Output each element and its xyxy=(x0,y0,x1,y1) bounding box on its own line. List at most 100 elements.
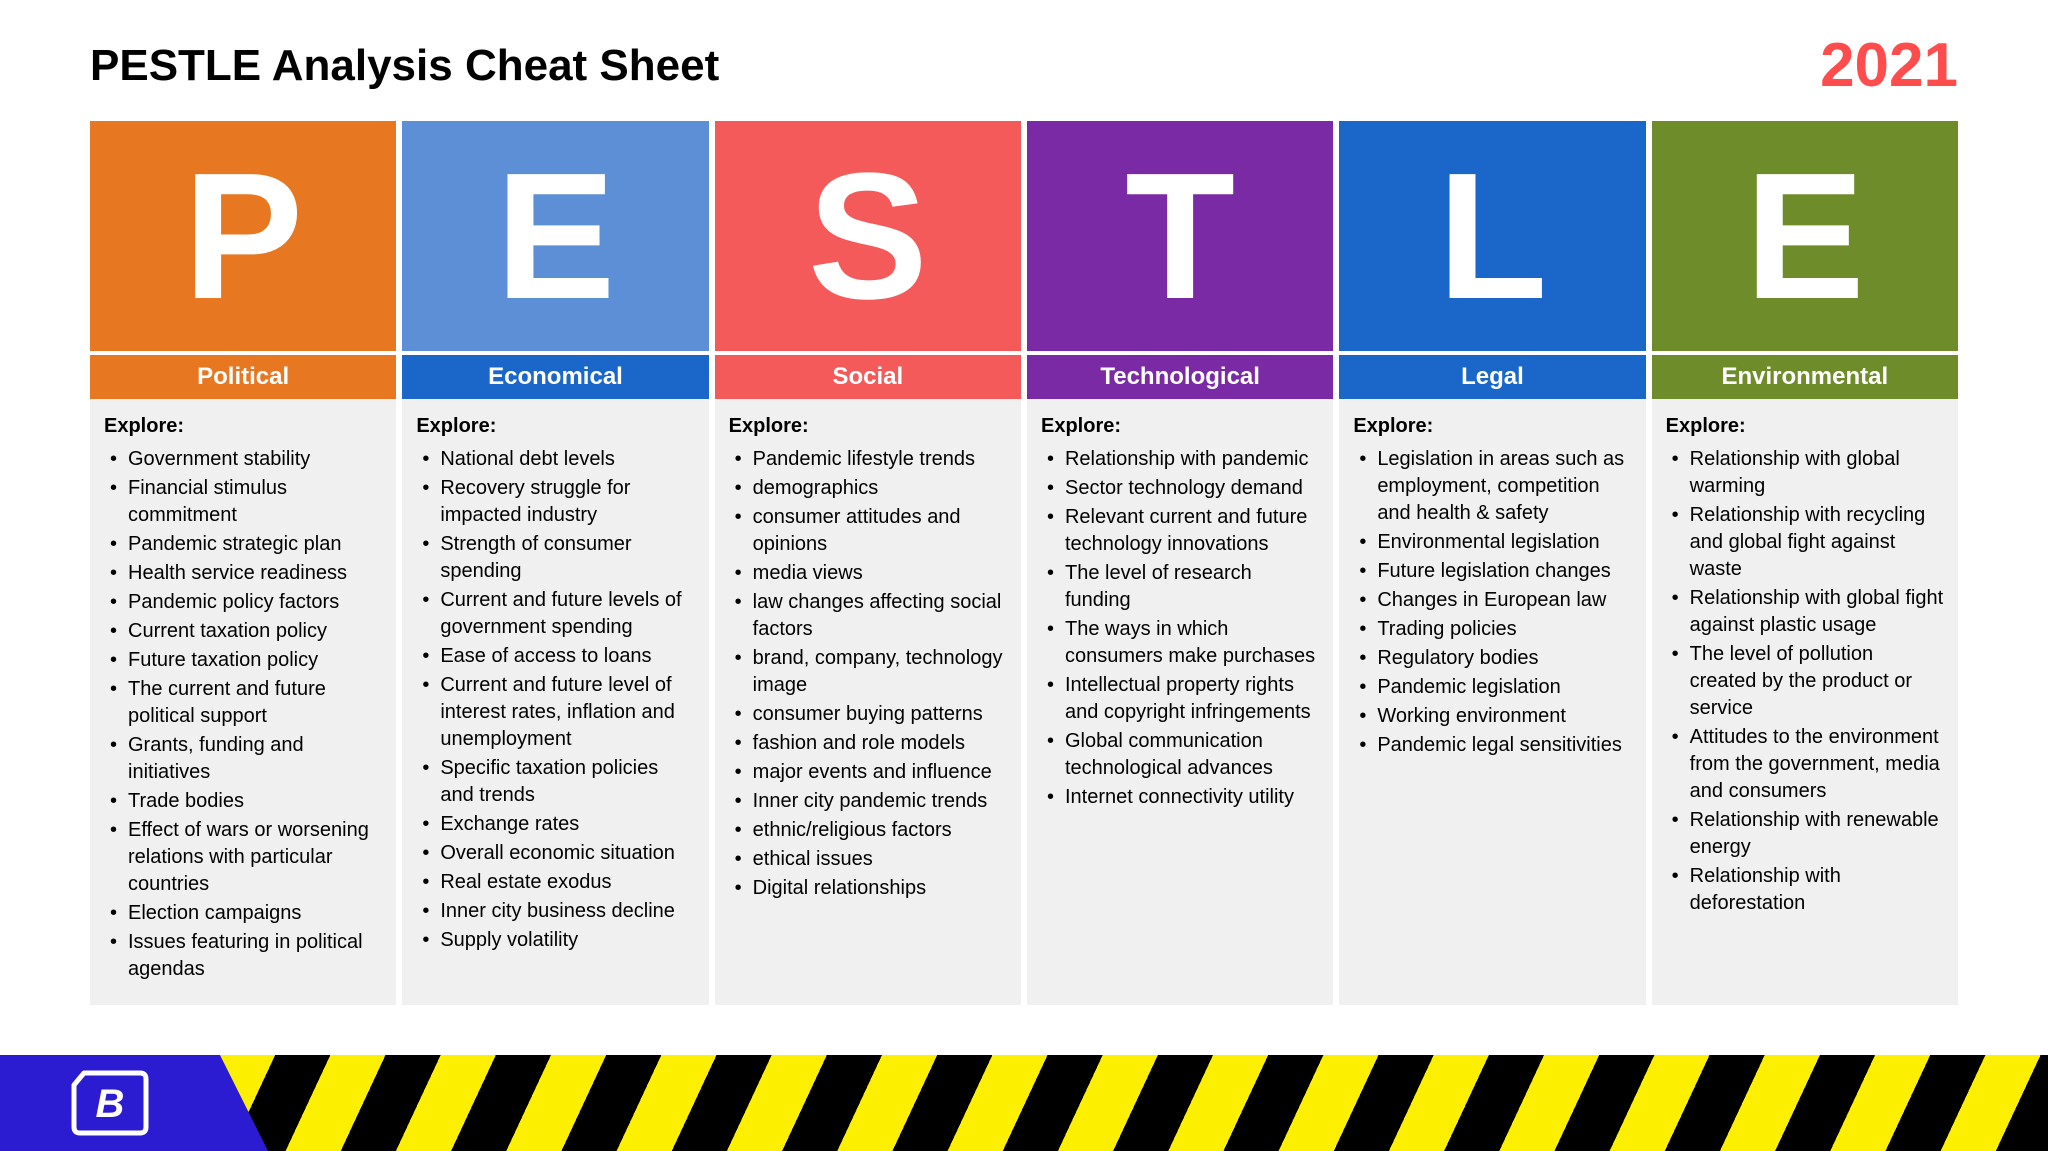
list-item: The level of pollution created by the pr… xyxy=(1666,641,1944,722)
list-item: brand, company, technology image xyxy=(729,645,1007,699)
category-content: Explore: Pandemic lifestyle trendsdemogra… xyxy=(715,399,1021,1005)
hazard-stripe xyxy=(220,1055,2048,1151)
pestle-column-social: SSocialExplore:Pandemic lifestyle trends… xyxy=(715,121,1021,1005)
list-item: Grants, funding and initiatives xyxy=(104,732,382,786)
list-item: law changes affecting social factors xyxy=(729,589,1007,643)
explore-heading: Explore: xyxy=(1666,413,1944,440)
list-item: Attitudes to the environment from the go… xyxy=(1666,724,1944,805)
list-item: Regulatory bodies xyxy=(1353,645,1631,672)
list-item: Ease of access to loans xyxy=(416,643,694,670)
list-item: Relationship with deforestation xyxy=(1666,863,1944,917)
pestle-column-environmental: EEnvironmental Explore: Relationship with … xyxy=(1652,121,1958,1005)
category-label: Technological xyxy=(1027,355,1333,399)
list-item: Current taxation policy xyxy=(104,618,382,645)
list-item: Working environment xyxy=(1353,703,1631,730)
list-item: Health service readiness xyxy=(104,560,382,587)
list-item: Future legislation changes xyxy=(1353,558,1631,585)
category-label: Economical xyxy=(402,355,708,399)
category-label: Environmental xyxy=(1652,355,1958,399)
svg-text:B: B xyxy=(96,1082,125,1126)
list-item: Environmental legislation xyxy=(1353,529,1631,556)
list-item: The ways in which consumers make purchas… xyxy=(1041,616,1319,670)
list-item: Financial stimulus commitment xyxy=(104,475,382,529)
pestle-column-technological: TTechnological Explore: Relationship with … xyxy=(1027,121,1333,1005)
list-item: major events and influence xyxy=(729,759,1007,786)
logo-box: B xyxy=(0,1055,220,1151)
category-content: Explore: Relationship with pandemicSector… xyxy=(1027,399,1333,1005)
list-item: The level of research funding xyxy=(1041,560,1319,614)
list-item: Relationship with recycling and global f… xyxy=(1666,502,1944,583)
item-list: Relationship with pandemicSector technol… xyxy=(1041,446,1319,811)
list-item: Current and future level of interest rat… xyxy=(416,672,694,753)
category-content: Explore: National debt levelsRecovery str… xyxy=(402,399,708,1005)
year-badge: 2021 xyxy=(1820,30,1958,101)
list-item: demographics xyxy=(729,475,1007,502)
list-item: Inner city pandemic trends xyxy=(729,788,1007,815)
list-item: Global communication technological advan… xyxy=(1041,728,1319,782)
list-item: Internet connectivity utility xyxy=(1041,784,1319,811)
list-item: Issues featuring in political agendas xyxy=(104,929,382,983)
list-item: Inner city business decline xyxy=(416,898,694,925)
list-item: Specific taxation policies and trends xyxy=(416,755,694,809)
list-item: fashion and role models xyxy=(729,730,1007,757)
list-item: consumer buying patterns xyxy=(729,701,1007,728)
pestle-column-political: PPoliticalExplore:Government stabilityFi… xyxy=(90,121,396,1005)
letter-tile: P xyxy=(90,121,396,351)
explore-heading: Explore: xyxy=(1353,413,1631,440)
list-item: media views xyxy=(729,560,1007,587)
category-label: Political xyxy=(90,355,396,399)
list-item: consumer attitudes and opinions xyxy=(729,504,1007,558)
list-item: Pandemic policy factors xyxy=(104,589,382,616)
category-label: Social xyxy=(715,355,1021,399)
list-item: Recovery struggle for impacted industry xyxy=(416,475,694,529)
item-list: National debt levelsRecovery struggle fo… xyxy=(416,446,694,954)
item-list: Pandemic lifestyle trendsdemographicscon… xyxy=(729,446,1007,902)
list-item: The current and future political support xyxy=(104,676,382,730)
explore-heading: Explore: xyxy=(416,413,694,440)
item-list: Government stabilityFinancial stimulus c… xyxy=(104,446,382,983)
letter-tile: L xyxy=(1339,121,1645,351)
list-item: Pandemic legislation xyxy=(1353,674,1631,701)
letter-tile: E xyxy=(402,121,708,351)
explore-heading: Explore: xyxy=(729,413,1007,440)
category-content: Explore:Government stabilityFinancial st… xyxy=(90,399,396,1005)
list-item: Relationship with global fight against p… xyxy=(1666,585,1944,639)
list-item: Supply volatility xyxy=(416,927,694,954)
explore-heading: Explore: xyxy=(1041,413,1319,440)
list-item: Exchange rates xyxy=(416,811,694,838)
pestle-grid: PPoliticalExplore:Government stabilityFi… xyxy=(0,121,2048,1005)
list-item: Digital relationships xyxy=(729,875,1007,902)
list-item: Trade bodies xyxy=(104,788,382,815)
list-item: Sector technology demand xyxy=(1041,475,1319,502)
letter-tile: T xyxy=(1027,121,1333,351)
list-item: Current and future levels of government … xyxy=(416,587,694,641)
item-list: Legislation in areas such as employment,… xyxy=(1353,446,1631,759)
letter-tile: E xyxy=(1652,121,1958,351)
list-item: Legislation in areas such as employment,… xyxy=(1353,446,1631,527)
category-content: Explore: Relationship with global warming… xyxy=(1652,399,1958,1005)
list-item: Pandemic legal sensitivities xyxy=(1353,732,1631,759)
header: PESTLE Analysis Cheat Sheet 2021 xyxy=(0,0,2048,121)
list-item: Changes in European law xyxy=(1353,587,1631,614)
list-item: Relevant current and future technology i… xyxy=(1041,504,1319,558)
list-item: Relationship with global warming xyxy=(1666,446,1944,500)
list-item: Real estate exodus xyxy=(416,869,694,896)
page-title: PESTLE Analysis Cheat Sheet xyxy=(90,41,719,91)
list-item: Intellectual property rights and copyrig… xyxy=(1041,672,1319,726)
list-item: Relationship with renewable energy xyxy=(1666,807,1944,861)
list-item: ethical issues xyxy=(729,846,1007,873)
category-content: Explore: Legislation in areas such as emp… xyxy=(1339,399,1645,1005)
list-item: Future taxation policy xyxy=(104,647,382,674)
footer: B xyxy=(0,1055,2048,1151)
list-item: Overall economic situation xyxy=(416,840,694,867)
list-item: Relationship with pandemic xyxy=(1041,446,1319,473)
list-item: ethnic/religious factors xyxy=(729,817,1007,844)
category-label: Legal xyxy=(1339,355,1645,399)
list-item: Trading policies xyxy=(1353,616,1631,643)
list-item: National debt levels xyxy=(416,446,694,473)
item-list: Relationship with global warmingRelation… xyxy=(1666,446,1944,917)
list-item: Pandemic lifestyle trends xyxy=(729,446,1007,473)
list-item: Effect of wars or worsening relations wi… xyxy=(104,817,382,898)
list-item: Strength of consumer spending xyxy=(416,531,694,585)
brand-logo-icon: B xyxy=(70,1067,150,1139)
